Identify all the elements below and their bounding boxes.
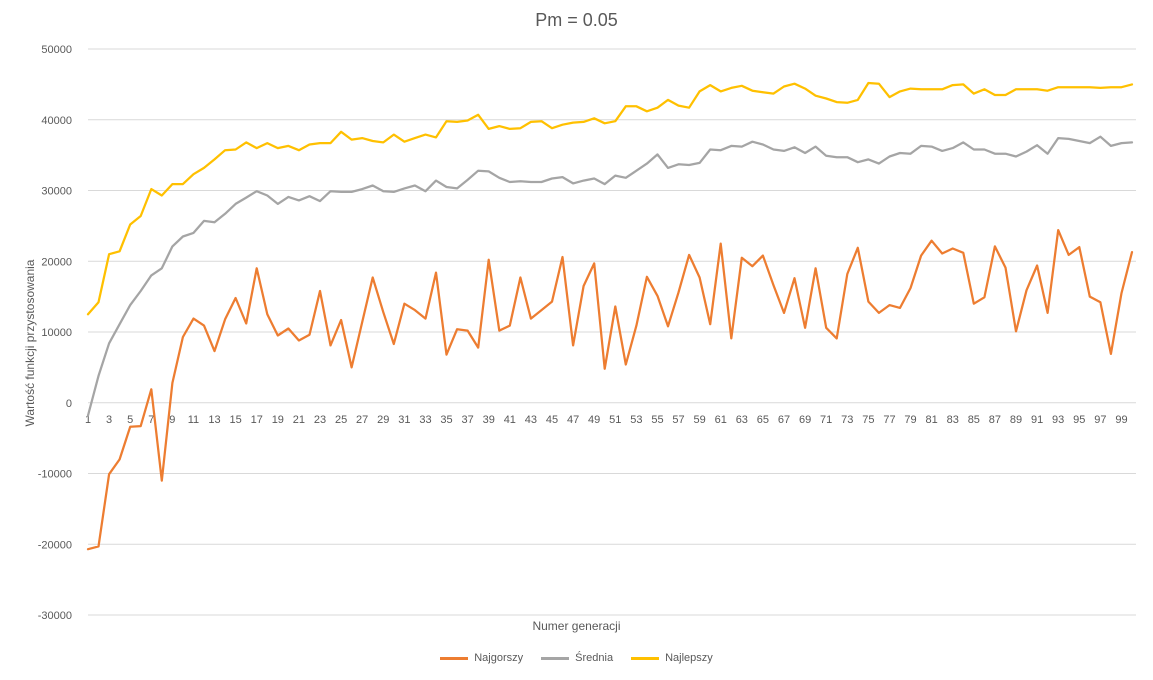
x-tick-label: 73 bbox=[841, 414, 853, 426]
legend-swatch-najgorszy bbox=[440, 656, 469, 660]
x-tick-label: 53 bbox=[630, 414, 642, 426]
x-tick-label: 45 bbox=[546, 414, 558, 426]
x-tick-label: 87 bbox=[989, 414, 1001, 426]
x-tick-label: 5 bbox=[127, 414, 133, 426]
x-tick-label: 1 bbox=[85, 414, 91, 426]
x-tick-label: 33 bbox=[419, 414, 431, 426]
y-tick-label: -20000 bbox=[38, 539, 72, 551]
legend-swatch-srednia bbox=[541, 656, 570, 660]
x-tick-label: 47 bbox=[567, 414, 579, 426]
x-tick-label: 61 bbox=[715, 414, 727, 426]
x-tick-label: 67 bbox=[778, 414, 790, 426]
x-tick-label: 21 bbox=[293, 414, 305, 426]
x-axis-title: Numer generacji bbox=[532, 619, 621, 633]
x-tick-label: 51 bbox=[609, 414, 621, 426]
x-tick-label: 23 bbox=[314, 414, 326, 426]
y-tick-label: 10000 bbox=[41, 327, 72, 339]
x-tick-label: 97 bbox=[1094, 414, 1106, 426]
x-tick-label: 31 bbox=[398, 414, 410, 426]
y-tick-label: -10000 bbox=[38, 469, 72, 481]
x-tick-label: 17 bbox=[251, 414, 263, 426]
x-tick-label: 25 bbox=[335, 414, 347, 426]
x-tick-label: 55 bbox=[651, 414, 663, 426]
x-tick-label: 69 bbox=[799, 414, 811, 426]
x-tick-label: 37 bbox=[462, 414, 474, 426]
x-tick-label: 7 bbox=[148, 414, 154, 426]
x-tick-label: 19 bbox=[272, 414, 284, 426]
x-tick-label: 57 bbox=[672, 414, 684, 426]
legend-label-srednia: Średnia bbox=[575, 652, 614, 664]
x-tick-label: 89 bbox=[1010, 414, 1022, 426]
x-tick-label: 11 bbox=[188, 414, 199, 426]
y-tick-label: 30000 bbox=[41, 186, 72, 198]
legend-item-najgorszy: Najgorszy bbox=[440, 652, 523, 664]
x-tick-label: 59 bbox=[694, 414, 706, 426]
x-tick-label: 3 bbox=[106, 414, 112, 426]
x-tick-label: 79 bbox=[904, 414, 916, 426]
x-tick-label: 93 bbox=[1052, 414, 1064, 426]
x-tick-label: 49 bbox=[588, 414, 600, 426]
x-tick-label: 77 bbox=[883, 414, 895, 426]
x-tick-label: 15 bbox=[230, 414, 242, 426]
x-tick-label: 39 bbox=[483, 414, 495, 426]
legend-item-najlepszy: Najlepszy bbox=[631, 652, 713, 664]
series-line-srednia bbox=[86, 135, 1134, 417]
y-tick-label: 40000 bbox=[41, 115, 72, 127]
y-tick-label: -30000 bbox=[38, 610, 72, 622]
x-tick-label: 65 bbox=[757, 414, 769, 426]
x-tick-label: 41 bbox=[504, 414, 516, 426]
legend: Najgorszy Średnia Najlepszy bbox=[0, 652, 1153, 664]
x-tick-label: 75 bbox=[862, 414, 874, 426]
y-tick-label: 0 bbox=[66, 398, 72, 410]
x-tick-label: 81 bbox=[926, 414, 938, 426]
y-tick-label: 50000 bbox=[41, 44, 72, 56]
series-line-najgorszy bbox=[86, 228, 1134, 551]
y-tick-label: 20000 bbox=[41, 256, 72, 268]
x-tick-label: 83 bbox=[947, 414, 959, 426]
x-tick-label: 29 bbox=[377, 414, 389, 426]
x-tick-label: 63 bbox=[736, 414, 748, 426]
legend-label-najgorszy: Najgorszy bbox=[474, 652, 524, 664]
x-tick-label: 91 bbox=[1031, 414, 1043, 426]
legend-swatch-najlepszy bbox=[631, 656, 660, 660]
series-line-najlepszy bbox=[86, 81, 1134, 316]
x-tick-label: 71 bbox=[820, 414, 832, 426]
x-tick-label: 99 bbox=[1115, 414, 1127, 426]
x-tick-label: 27 bbox=[356, 414, 368, 426]
legend-item-srednia: Średnia bbox=[541, 652, 613, 664]
x-tick-label: 13 bbox=[208, 414, 220, 426]
chart-title: Pm = 0.05 bbox=[535, 10, 618, 30]
x-tick-label: 85 bbox=[968, 414, 980, 426]
x-tick-label: 9 bbox=[169, 414, 175, 426]
x-tick-label: 43 bbox=[525, 414, 537, 426]
y-axis-title: Wartość funkcji przystosowania bbox=[23, 259, 37, 427]
x-tick-label: 35 bbox=[440, 414, 452, 426]
legend-label-najlepszy: Najlepszy bbox=[665, 652, 713, 664]
x-tick-label: 95 bbox=[1073, 414, 1085, 426]
